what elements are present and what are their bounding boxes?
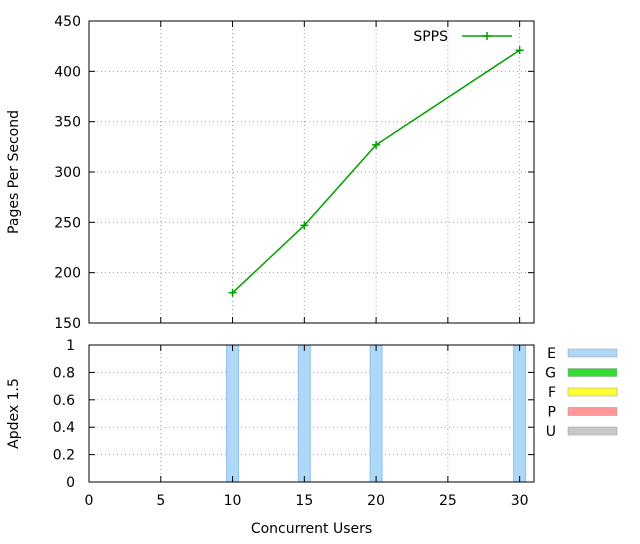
apdex-bar-20[interactable] [369, 344, 383, 483]
top-plot-frame [88, 20, 535, 324]
top-ytick-label: 400 [54, 64, 81, 80]
xtick-label: 25 [439, 493, 457, 509]
apdex-legend-label-E: E [547, 346, 556, 362]
top-ytick-label: 350 [54, 115, 81, 131]
top-y-axis-label: Pages Per Second [6, 110, 22, 234]
apdex-legend-label-F: F [548, 385, 556, 401]
data-point-SPPS[interactable] [300, 221, 309, 230]
bottom-ytick-label: 0 [66, 475, 75, 491]
legend-label-SPPS: SPPS [413, 29, 448, 45]
apdex-legend-swatch-G [567, 368, 618, 377]
xtick-label: 0 [85, 493, 94, 509]
top-ytick-label: 200 [54, 266, 81, 282]
bottom-ytick-label: 1 [66, 338, 75, 354]
data-point-SPPS[interactable] [372, 140, 381, 149]
top-ytick-label: 150 [54, 316, 81, 332]
bottom-y-axis-label: Apdex 1.5 [6, 378, 22, 449]
apdex-legend-swatch-F [567, 387, 618, 397]
x-axis-label: Concurrent Users [251, 521, 372, 537]
top-ytick-label: 250 [54, 215, 81, 231]
apdex-bar-15[interactable] [297, 344, 311, 483]
apdex-legend-label-U: U [546, 424, 556, 440]
apdex-legend-swatch-U [567, 426, 618, 436]
xtick-label: 15 [295, 493, 313, 509]
series-line-SPPS [232, 49, 521, 294]
bottom-ytick-label: 0.6 [53, 393, 75, 409]
apdex-bar-30[interactable] [513, 344, 527, 483]
bottom-ytick-label: 0.8 [53, 365, 75, 381]
apdex-legend-swatch-E [567, 348, 618, 358]
apdex-bar-10[interactable] [226, 344, 240, 483]
bottom-ytick-label: 0.2 [53, 448, 75, 464]
data-point-SPPS[interactable] [228, 288, 237, 297]
xtick-label: 20 [367, 493, 385, 509]
top-ytick-label: 300 [54, 165, 81, 181]
apdex-legend-swatch-P [567, 407, 618, 416]
xtick-label: 5 [156, 493, 165, 509]
top-ytick-label: 450 [54, 14, 81, 30]
xtick-label: 30 [511, 493, 529, 509]
bottom-ytick-label: 0.4 [53, 420, 75, 436]
bottom-plot-frame [88, 344, 535, 483]
data-point-SPPS[interactable] [515, 46, 524, 55]
xtick-label: 10 [224, 493, 242, 509]
apdex-legend-label-G: G [545, 366, 556, 382]
legend-marker-SPPS [483, 32, 491, 40]
apdex-legend-label-P: P [548, 405, 556, 421]
